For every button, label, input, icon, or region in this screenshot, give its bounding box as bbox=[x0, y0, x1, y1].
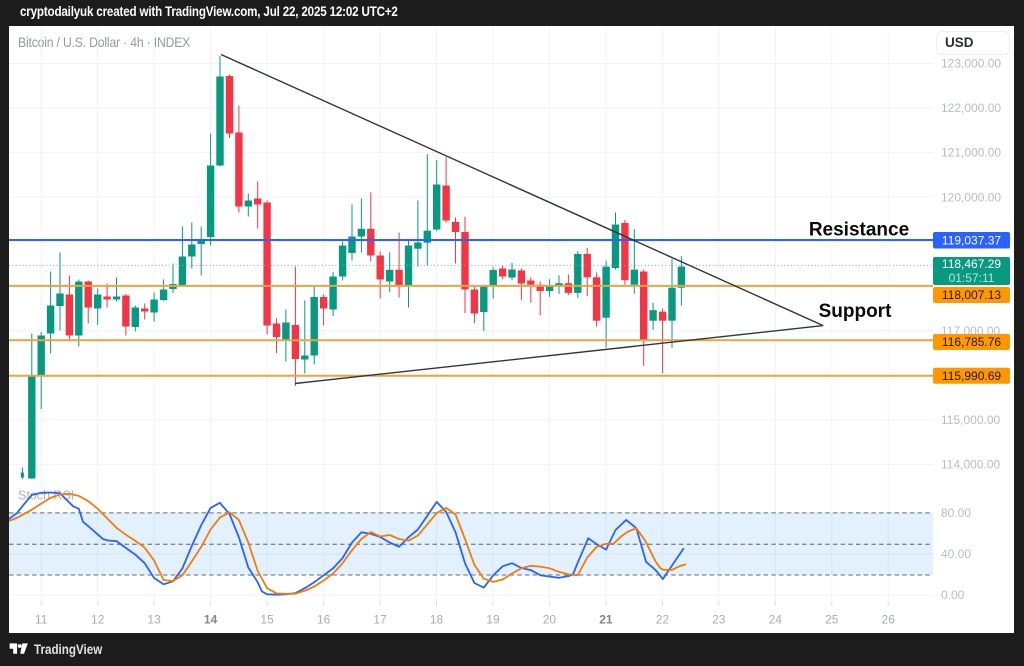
svg-text:Support: Support bbox=[819, 301, 892, 322]
svg-text:118,467.29: 118,467.29 bbox=[942, 257, 1001, 271]
svg-text:01:57:11: 01:57:11 bbox=[949, 271, 995, 285]
svg-text:0.00: 0.00 bbox=[941, 588, 965, 602]
svg-text:Stoch RSI: Stoch RSI bbox=[18, 488, 74, 502]
svg-text:121,000.00: 121,000.00 bbox=[941, 145, 1001, 159]
svg-text:80.00: 80.00 bbox=[941, 506, 971, 520]
svg-text:23: 23 bbox=[712, 612, 726, 626]
svg-text:40.00: 40.00 bbox=[941, 547, 971, 561]
svg-text:118,007.13: 118,007.13 bbox=[942, 288, 1001, 302]
svg-text:19: 19 bbox=[486, 612, 500, 626]
svg-text:11: 11 bbox=[35, 612, 48, 626]
svg-text:Resistance: Resistance bbox=[809, 219, 909, 240]
svg-text:116,785.76: 116,785.76 bbox=[942, 335, 1001, 349]
svg-text:16: 16 bbox=[317, 612, 331, 626]
svg-text:15: 15 bbox=[260, 612, 274, 626]
svg-text:120,000.00: 120,000.00 bbox=[941, 190, 1001, 204]
svg-text:123,000.00: 123,000.00 bbox=[941, 56, 1001, 70]
svg-text:114,000.00: 114,000.00 bbox=[941, 457, 1000, 471]
svg-text:21: 21 bbox=[599, 612, 613, 626]
svg-text:26: 26 bbox=[882, 612, 896, 626]
svg-text:24: 24 bbox=[769, 612, 783, 626]
svg-text:22: 22 bbox=[656, 612, 670, 626]
svg-text:13: 13 bbox=[147, 612, 161, 626]
svg-text:115,000.00: 115,000.00 bbox=[941, 413, 1000, 427]
svg-text:25: 25 bbox=[825, 612, 839, 626]
svg-text:119,037.37: 119,037.37 bbox=[942, 233, 1001, 247]
svg-text:12: 12 bbox=[91, 612, 105, 626]
svg-text:14: 14 bbox=[204, 612, 218, 626]
svg-text:20: 20 bbox=[543, 612, 557, 626]
svg-text:115,990.69: 115,990.69 bbox=[942, 368, 1001, 382]
svg-text:122,000.00: 122,000.00 bbox=[941, 101, 1001, 115]
svg-text:17: 17 bbox=[373, 612, 387, 626]
svg-text:18: 18 bbox=[430, 612, 444, 626]
